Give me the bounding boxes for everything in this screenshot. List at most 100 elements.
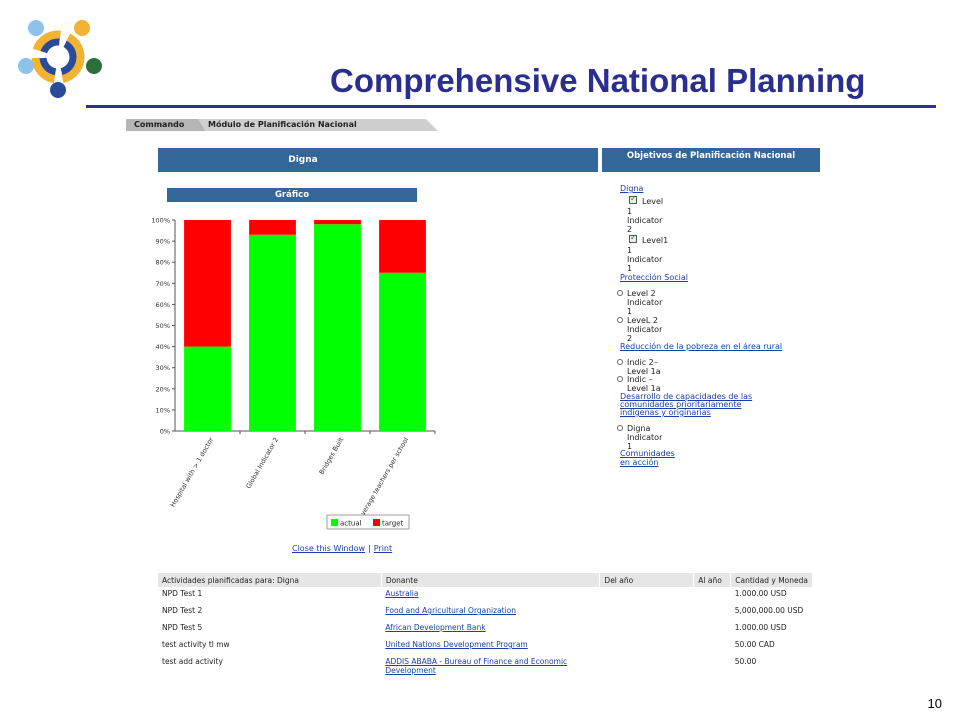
donor-cell: United Nations Development Program xyxy=(381,638,600,655)
tree-text: 1 xyxy=(627,246,633,255)
tree-link-desarrollo[interactable]: indígenas y originarias xyxy=(620,408,711,417)
tree-text: LeveL 2 xyxy=(627,316,658,325)
table-row: test activity tl mw United Nations Devel… xyxy=(158,638,813,655)
y-tick-label: 90% xyxy=(156,238,170,246)
stacked-bar-chart: 0% 10% 20% 30% 40% 50% 60% 70% 80% 90% 100% Hospita… xyxy=(151,217,436,530)
col-header-activity: Actividades planificadas para: Digna xyxy=(158,573,382,587)
legend-swatch-target xyxy=(373,519,380,526)
amount-cell: 50.00 xyxy=(734,657,757,666)
col-header-amount: Cantidad y Moneda xyxy=(730,573,813,587)
donor-link[interactable]: ADDIS ABABA - Bureau of Finance and Econ… xyxy=(385,657,568,675)
donor-link[interactable]: Food and Agricultural Organization xyxy=(385,606,516,615)
tree-text: Indicator xyxy=(627,298,663,307)
from-cell xyxy=(600,604,694,621)
title-rule xyxy=(86,105,936,108)
radio-indic[interactable] xyxy=(617,376,623,382)
donor-cell: Australia xyxy=(381,587,600,604)
from-cell xyxy=(600,587,694,604)
tree-text: Level1 xyxy=(642,236,669,245)
legend-label-target: target xyxy=(382,520,404,528)
print-link[interactable]: Print xyxy=(373,544,393,553)
bar-actual xyxy=(184,346,231,431)
y-tick-label: 30% xyxy=(156,364,170,372)
tree-text: 1 xyxy=(627,307,633,316)
activities-table: Actividades planificadas para: Digna Don… xyxy=(158,573,813,677)
to-cell xyxy=(694,655,731,677)
col-header-donor: Donante xyxy=(381,573,601,587)
x-tick-label: Hospital with > 1 doctor xyxy=(169,436,216,509)
close-window-link[interactable]: Close this Window xyxy=(292,544,366,553)
tree-text: Indicator xyxy=(627,433,663,442)
bar-actual xyxy=(249,234,296,431)
legend-label-actual: actual xyxy=(340,520,362,528)
from-cell xyxy=(600,655,694,677)
donor-cell: Food and Agricultural Organization xyxy=(381,604,600,621)
tree-text: 1 xyxy=(627,442,633,451)
y-tick-label: 100% xyxy=(151,217,170,225)
breadcrumb-modulo[interactable]: Módulo de Planificación Nacional xyxy=(198,119,438,131)
page-number: 10 xyxy=(927,696,942,711)
activity-cell: test activity tl mw xyxy=(162,640,230,649)
radio-indic2[interactable] xyxy=(617,359,623,365)
tree-link-digna[interactable]: Digna xyxy=(620,184,644,193)
tree-text: Level xyxy=(642,197,664,206)
to-cell xyxy=(694,604,731,621)
table-row: test add activity ADDIS ABABA - Bureau o… xyxy=(158,655,813,677)
y-tick-label: 80% xyxy=(156,259,170,267)
radio-digna[interactable] xyxy=(617,425,623,431)
objectives-header: Objetivos de Planificación Nacional xyxy=(602,148,820,172)
donor-cell: African Development Bank xyxy=(381,621,600,638)
tree-text: Indicator xyxy=(627,255,663,264)
tree-link-reduccion[interactable]: Reducción de la pobreza en el área rural xyxy=(620,342,783,351)
tree-text: Indic 2– xyxy=(627,358,658,367)
activity-cell: test add activity xyxy=(162,657,223,666)
chart-links: Close this Window | Print xyxy=(292,544,392,553)
amount-cell: 1.000.00 USD xyxy=(734,589,787,598)
legend-box xyxy=(326,514,410,530)
donor-link[interactable]: Australia xyxy=(385,589,419,598)
bar-target xyxy=(249,220,296,235)
activity-cell: NPD Test 5 xyxy=(162,623,203,632)
bar-actual xyxy=(314,224,361,431)
activity-cell: NPD Test 2 xyxy=(162,606,203,615)
tree-link-comunidades[interactable]: en acción xyxy=(620,458,659,467)
link-separator: | xyxy=(368,544,371,553)
x-tick-label: Global Indicator 2 xyxy=(244,436,280,490)
donor-link[interactable]: African Development Bank xyxy=(385,623,486,632)
logo xyxy=(18,20,102,98)
x-tick-label: Average teachers per school xyxy=(357,436,410,521)
donor-link[interactable]: United Nations Development Program xyxy=(385,640,528,649)
table-row: NPD Test 2 Food and Agricultural Organiz… xyxy=(158,604,813,621)
tree-text: Level 1a xyxy=(627,367,661,376)
y-tick-label: 50% xyxy=(156,322,170,330)
bar-target xyxy=(184,220,231,347)
table-header-row: Actividades planificadas para: Digna Don… xyxy=(158,573,813,587)
radio-level2[interactable] xyxy=(617,290,623,296)
amount-cell: 50.00 CAD xyxy=(734,640,775,649)
tree-link-desarrollo[interactable]: Desarrollo de capacidades de las xyxy=(620,392,753,401)
tree-text: Level 2 xyxy=(627,289,656,298)
col-header-from: Del año xyxy=(599,573,695,587)
checkbox-level1[interactable] xyxy=(629,233,637,243)
tree-text: Indic – xyxy=(627,375,653,384)
digna-header: Digna xyxy=(158,148,598,172)
to-cell xyxy=(694,587,731,604)
y-tick-label: 70% xyxy=(156,280,170,288)
slide-title: Comprehensive National Planning xyxy=(330,62,866,99)
breadcrumb-commando[interactable]: Commando xyxy=(126,119,206,131)
y-tick-label: 60% xyxy=(156,301,170,309)
activity-cell: NPD Test 1 xyxy=(162,589,203,598)
tree-link-proteccion[interactable]: Protección Social xyxy=(620,273,688,282)
x-tick-label: Bridges Built xyxy=(318,436,346,476)
y-tick-label: 0% xyxy=(160,428,170,436)
y-tick-label: 20% xyxy=(156,385,170,393)
bar-actual xyxy=(379,272,426,431)
tree-link-comunidades[interactable]: Comunidades xyxy=(620,449,675,458)
table-row: NPD Test 1 Australia 1.000.00 USD xyxy=(158,587,813,604)
bar-target xyxy=(379,220,426,273)
tree-link-desarrollo[interactable]: comunidades prioritariamente xyxy=(620,400,742,409)
radio-level-2b[interactable] xyxy=(617,317,623,323)
from-cell xyxy=(600,638,694,655)
tree-text: Indicator xyxy=(627,216,663,225)
checkbox-level[interactable] xyxy=(629,194,637,204)
